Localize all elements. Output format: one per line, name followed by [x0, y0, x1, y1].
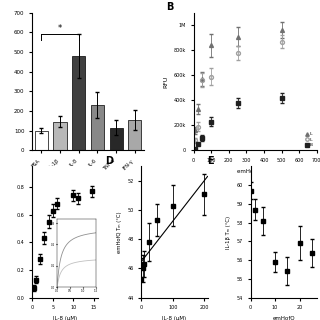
X-axis label: IL-8 (μM): IL-8 (μM) [162, 316, 187, 320]
Text: E: E [207, 156, 214, 166]
Bar [109, 128, 123, 150]
Text: D: D [105, 156, 113, 166]
Legend: IL, IL, B: IL, IL, B [304, 132, 315, 148]
Text: *: * [58, 24, 62, 33]
Y-axis label: emHofQ Tₘ (°C): emHofQ Tₘ (°C) [117, 211, 122, 253]
Bar [72, 56, 85, 150]
Bar [128, 120, 141, 150]
Y-axis label: RFU: RFU [163, 76, 168, 88]
Bar [53, 122, 67, 150]
X-axis label: emHofQ (nM): emHofQ (nM) [237, 169, 274, 173]
X-axis label: emHofQ: emHofQ [272, 316, 295, 320]
Bar [91, 105, 104, 150]
Y-axis label: IL-1β Tₘ (°C): IL-1β Tₘ (°C) [226, 215, 231, 249]
Text: B: B [166, 2, 174, 12]
X-axis label: IL-8 (μM): IL-8 (μM) [53, 316, 77, 320]
Bar [35, 131, 48, 150]
